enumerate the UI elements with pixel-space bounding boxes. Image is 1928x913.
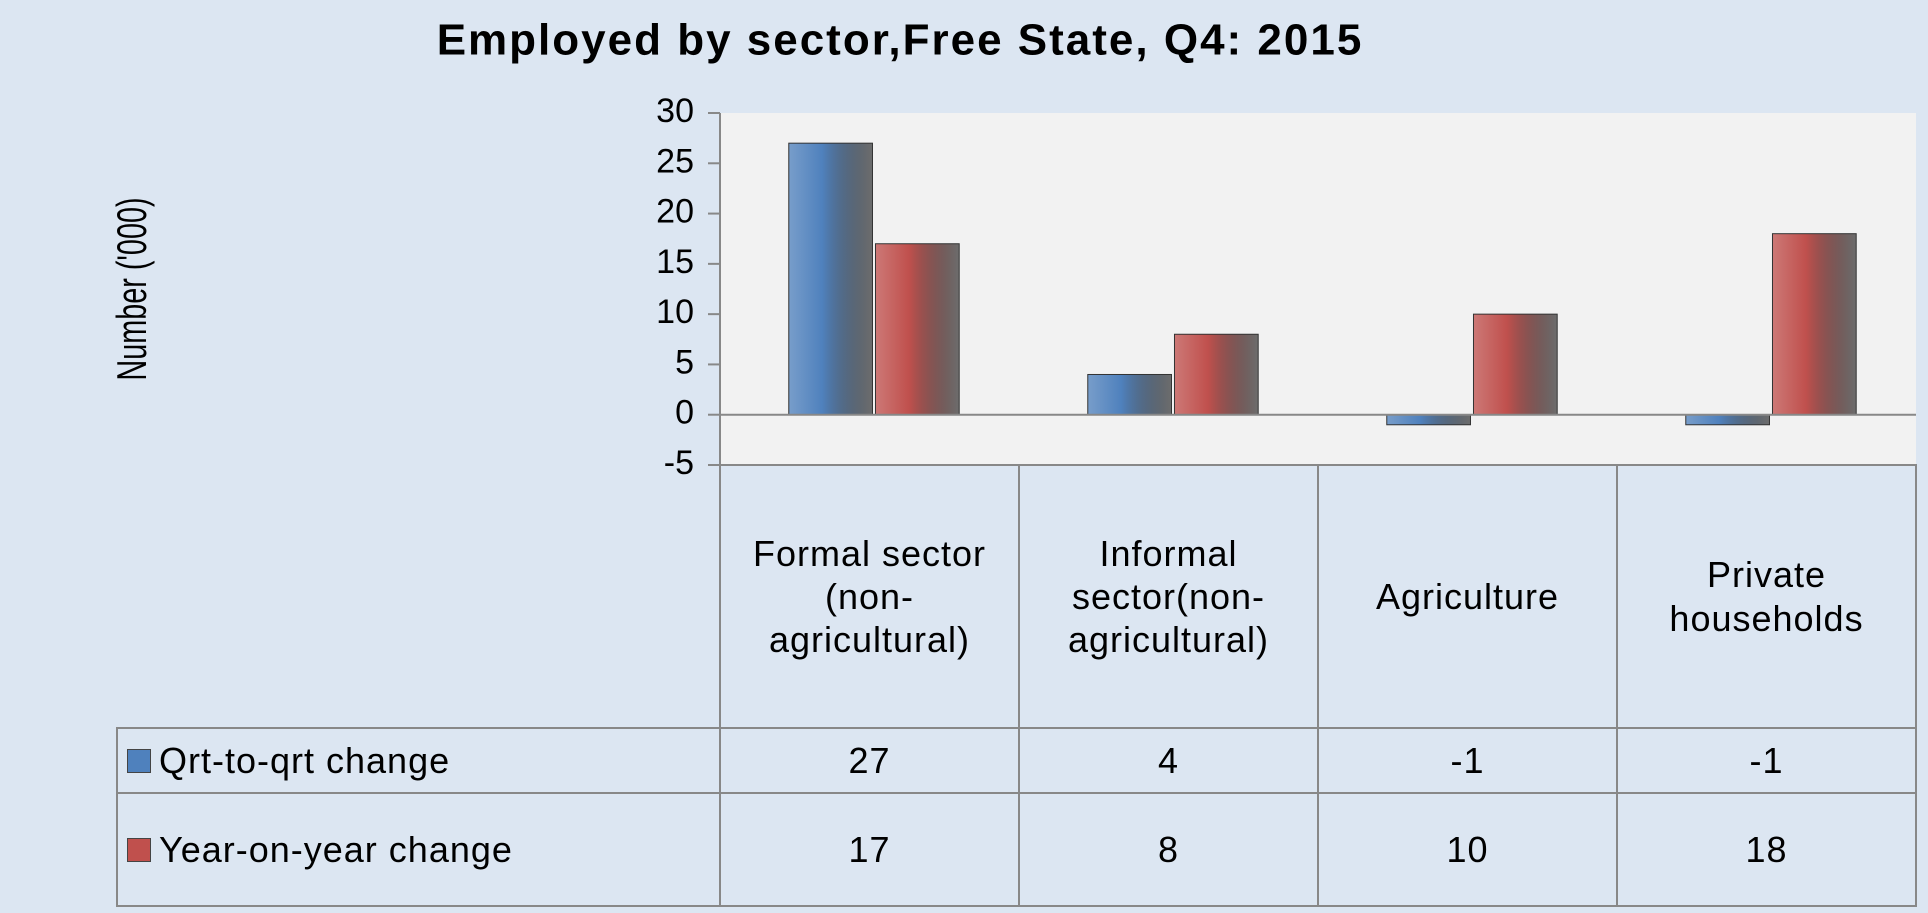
table-value-text: 10 [1446,828,1489,870]
bar [874,243,960,416]
table-value: 18 [1617,793,1916,906]
table-value-box: 4 [1019,728,1318,793]
x-tick-label-box: Private households [1617,465,1916,728]
bar [788,142,873,416]
table-value-text: -1 [1450,739,1485,781]
x-tick-label-text: Formal sector (non-agricultural) [752,532,987,661]
legend-label: Qrt-to-qrt change [117,728,720,793]
x-tick-label-text: Agriculture [1375,575,1560,617]
x-tick-label-box: Formal sector (non-agricultural) [720,465,1019,728]
bar [1087,373,1172,416]
x-tick-label: Agriculture [1318,465,1617,728]
table-value: 17 [720,793,1019,906]
y-tick-label: 25 [656,142,694,180]
y-tick-label: -5 [664,444,694,482]
table-value: -1 [1318,728,1617,793]
bar [1386,414,1471,426]
legend-label-box: Year-on-year change [117,793,720,906]
x-tick-label-box: Agriculture [1318,465,1617,728]
y-tick-label: 5 [675,343,694,381]
x-tick-label: Formal sector (non-agricultural) [720,465,1019,728]
table-value-box: 27 [720,728,1019,793]
y-tick-label: 15 [656,243,694,281]
y-tick-label: 10 [656,293,694,331]
legend-swatch [127,837,151,862]
x-tick-label: Private households [1617,465,1916,728]
legend-label-box: Qrt-to-qrt change [117,728,720,793]
y-tick-label: 30 [656,92,694,130]
bar [1771,233,1857,416]
table-value: 27 [720,728,1019,793]
table-value-box: -1 [1617,728,1916,793]
table-border [116,727,1917,907]
legend-label: Year-on-year change [117,793,720,906]
x-tick-label-text: Informal sector(non-agricultural) [1067,532,1270,661]
y-tick-label: 20 [656,193,694,231]
table-value: 10 [1318,793,1617,906]
table-value-text: -1 [1749,739,1784,781]
y-axis-label: Number ('000) [109,197,155,380]
table-value: 8 [1019,793,1318,906]
y-tick-label: 0 [675,394,694,432]
x-tick-label-text: Private households [1669,554,1864,639]
x-tick-label-box: Informal sector(non-agricultural) [1019,465,1318,728]
bar [1472,313,1558,416]
table-value-box: 10 [1318,793,1617,906]
chart-title: Employed by sector,Free State, Q4: 2015 [437,16,1364,65]
table-value: 4 [1019,728,1318,793]
table-value-box: -1 [1318,728,1617,793]
legend-label-text: Year-on-year change [159,828,513,870]
x-tick-label: Informal sector(non-agricultural) [1019,465,1318,728]
table-value-text: 4 [1157,739,1180,781]
table-value-box: 18 [1617,793,1916,906]
table-value-box: 8 [1019,793,1318,906]
table-value-text: 8 [1157,828,1180,870]
table-value-text: 18 [1745,828,1788,870]
bar [1173,333,1259,416]
table-value-box: 17 [720,793,1019,906]
bar [1685,414,1770,426]
table-value-text: 27 [848,739,891,781]
table-value-text: 17 [848,828,891,870]
table-value: -1 [1617,728,1916,793]
legend-swatch [127,748,151,773]
legend-label-text: Qrt-to-qrt change [159,739,451,781]
